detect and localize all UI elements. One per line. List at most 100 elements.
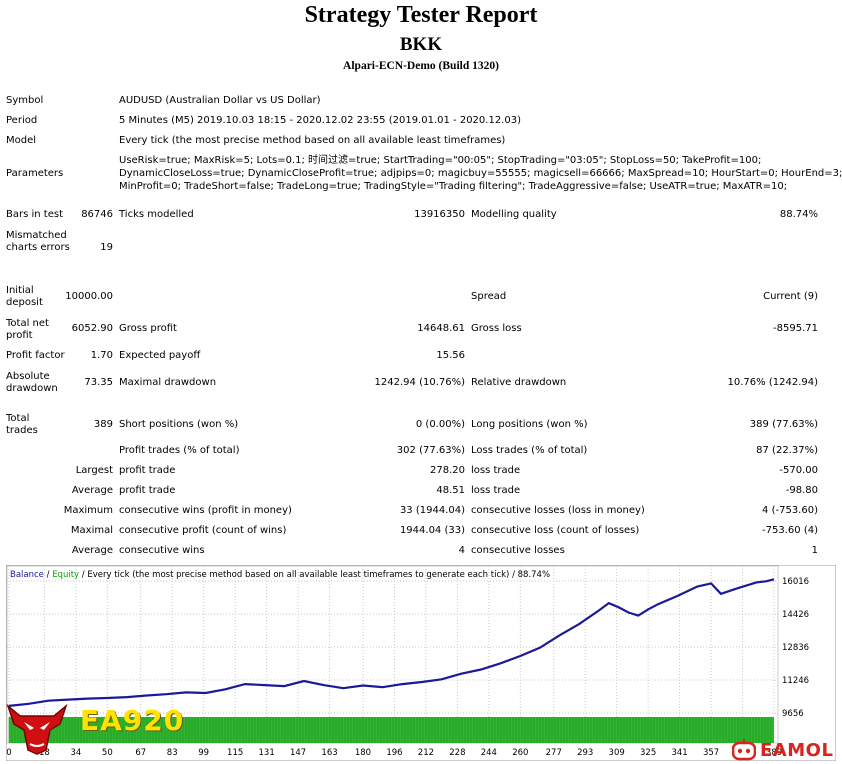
quality-value: 88.74% — [779, 209, 818, 220]
x-tick-label: 115 — [227, 748, 243, 758]
bull-logo-icon — [6, 703, 68, 755]
x-tick-label: 131 — [259, 748, 275, 758]
model-label: Model — [6, 135, 37, 146]
average-profit-value: 48.51 — [436, 485, 465, 496]
pf-value: 1.70 — [90, 350, 113, 361]
ptrades-label: Profit trades (% of total) — [119, 445, 240, 456]
y-tick-label: 12836 — [782, 643, 809, 653]
ea-name: BKK — [399, 34, 443, 55]
spread-value: Current (9) — [763, 291, 818, 302]
average2-label: Average — [71, 545, 113, 556]
parameters-line-3: MinProfit=0; TradeShort=false; TradeLong… — [119, 181, 788, 192]
largest-profit-value: 278.20 — [430, 465, 465, 476]
max-losses-value: 4 (-753.60) — [762, 505, 818, 516]
legend-sep: / — [44, 570, 52, 580]
trades-label: Total trades — [6, 413, 38, 436]
average-loss-value: -98.80 — [785, 485, 818, 496]
largest-profit-label: profit trade — [119, 465, 176, 476]
netprofit-label: Total net profit — [6, 318, 49, 341]
bars-label: Bars in test — [6, 209, 63, 220]
eamol-text: EAMOL — [760, 739, 834, 761]
x-tick-label: 18 — [39, 748, 50, 758]
mismatch-label: Mismatched charts errors — [6, 230, 70, 253]
period-label: Period — [6, 115, 38, 126]
x-tick-label: 34 — [70, 748, 81, 758]
maximal-loss-value: -753.60 (4) — [762, 525, 818, 536]
x-tick-label: 50 — [102, 748, 113, 758]
x-tick-label: 147 — [290, 748, 306, 758]
symbol-value: AUDUSD (Australian Dollar vs US Dollar) — [119, 95, 321, 106]
ptrades-value: 302 (77.63%) — [396, 445, 465, 456]
y-tick-label: 14426 — [782, 610, 809, 620]
spread-label: Spread — [471, 291, 507, 302]
x-tick-label: 99 — [198, 748, 209, 758]
maximum-label: Maximum — [63, 505, 113, 516]
maximal-profit-value: 1944.04 (33) — [399, 525, 465, 536]
average-loss-label: loss trade — [471, 485, 521, 496]
x-tick-label: 83 — [167, 748, 178, 758]
model-value: Every tick (the most precise method base… — [119, 135, 506, 146]
long-label: Long positions (won %) — [471, 419, 588, 430]
x-tick-label: 325 — [640, 748, 656, 758]
grossprofit-value: 14648.61 — [417, 323, 465, 334]
parameters-line-1: UseRisk=true; MaxRisk=5; Lots=0.1; 时间过滤=… — [119, 155, 762, 166]
netprofit-value: 6052.90 — [71, 323, 113, 334]
maxdd-label: Maximal drawdown — [119, 377, 217, 388]
volume-strip — [9, 717, 774, 743]
ticks-value: 13916350 — [414, 209, 465, 220]
maxdd-value: 1242.94 (10.76%) — [374, 377, 465, 388]
x-tick-label: 389 — [766, 748, 782, 758]
avg-losses-label: consecutive losses — [471, 545, 565, 556]
eamol-logo: EAMOL — [732, 738, 836, 762]
x-tick-label: 196 — [386, 748, 402, 758]
server-name: Alpari-ECN-Demo (Build 1320) — [343, 60, 499, 72]
short-value: 0 (0.00%) — [415, 419, 465, 430]
largest-loss-label: loss trade — [471, 465, 521, 476]
largest-label: Largest — [75, 465, 113, 476]
deposit-label: Initial deposit — [6, 285, 43, 308]
period-value: 5 Minutes (M5) 2019.10.03 18:15 - 2020.1… — [119, 115, 521, 126]
volume-bars — [8, 717, 774, 743]
balance-line — [8, 578, 775, 707]
balance-chart: 16016 14426 12836 11246 9656 0 18 34 50 67 83 99 11… — [6, 565, 836, 761]
mismatch-value: 19 — [100, 242, 113, 253]
short-label: Short positions (won %) — [119, 419, 239, 430]
x-tick-label: 180 — [355, 748, 371, 758]
x-tick-label: 260 — [512, 748, 528, 758]
deposit-value: 10000.00 — [65, 291, 113, 302]
payoff-label: Expected payoff — [119, 350, 201, 361]
ticks-label: Ticks modelled — [119, 209, 194, 220]
avg-wins-label: consecutive wins — [119, 545, 205, 556]
robot-icon — [732, 739, 756, 761]
x-tick-label: 341 — [671, 748, 687, 758]
absdd-label: Absolute drawdown — [6, 371, 58, 394]
y-tick-label: 11246 — [782, 676, 809, 686]
max-wins-value: 33 (1944.04) — [399, 505, 465, 516]
y-tick-label: 9656 — [782, 709, 804, 719]
reldd-value: 10.76% (1242.94) — [727, 377, 818, 388]
ltrades-value: 87 (22.37%) — [756, 445, 818, 456]
bars-value: 86746 — [81, 209, 113, 220]
max-losses-label: consecutive losses (loss in money) — [471, 505, 645, 516]
pf-label: Profit factor — [6, 350, 65, 361]
x-tick-label: 357 — [703, 748, 719, 758]
maximal-label: Maximal — [70, 525, 113, 536]
average-profit-label: profit trade — [119, 485, 176, 496]
x-tick-label: 309 — [609, 748, 625, 758]
x-tick-label: 163 — [321, 748, 337, 758]
y-tick-label: 16016 — [782, 577, 809, 587]
chart-legend: Balance / Equity / Every tick (the most … — [10, 570, 550, 580]
long-value: 389 (77.63%) — [749, 419, 818, 430]
reldd-label: Relative drawdown — [471, 377, 567, 388]
parameters-line-2: DynamicCloseLoss=true; DynamicCloseProfi… — [119, 168, 842, 179]
avg-wins-value: 4 — [458, 545, 465, 556]
grossloss-label: Gross loss — [471, 323, 522, 334]
trades-value: 389 — [93, 419, 113, 430]
ltrades-label: Loss trades (% of total) — [471, 445, 588, 456]
average-label: Average — [71, 485, 113, 496]
legend-balance: Balance — [10, 570, 44, 580]
x-tick-label: 293 — [577, 748, 593, 758]
x-tick-label: 212 — [418, 748, 434, 758]
absdd-value: 73.35 — [84, 377, 113, 388]
legend-equity: Equity — [52, 570, 79, 580]
